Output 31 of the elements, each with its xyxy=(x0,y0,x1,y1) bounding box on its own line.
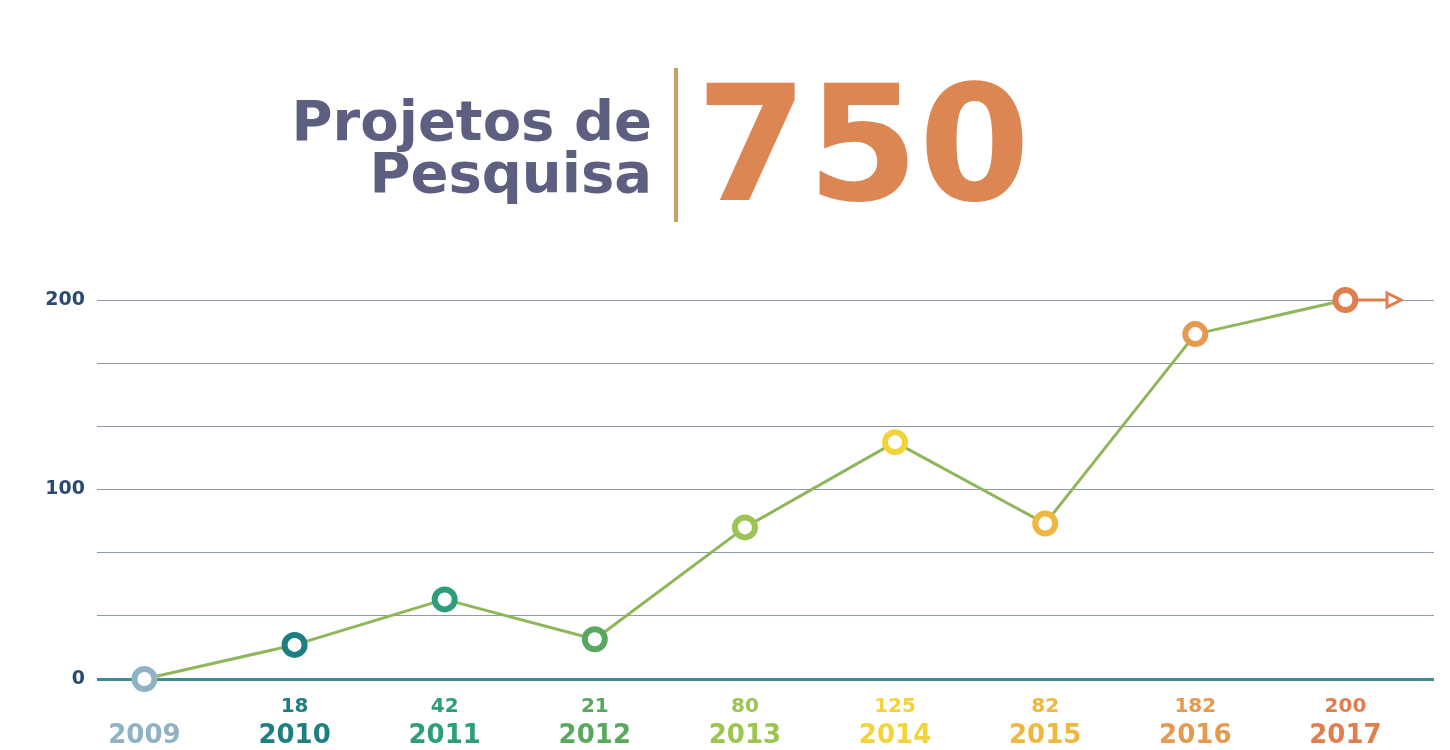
x-tick-label: 2015 xyxy=(1008,719,1082,750)
point xyxy=(1332,287,1359,313)
data-label: 80 xyxy=(731,693,759,718)
point xyxy=(431,586,458,613)
data-label: 182 xyxy=(1174,693,1217,718)
data-label: 18 xyxy=(280,693,309,718)
y-tick-label: 0 xyxy=(71,665,85,688)
chart-title: Projetos de Pesquisa xyxy=(290,88,652,205)
x-tick-label: 2009 xyxy=(108,719,181,750)
x-tick-label: 2014 xyxy=(858,719,932,750)
data-label: 21 xyxy=(580,693,609,718)
chart-subtitle: 750 xyxy=(696,51,1030,238)
data-label: 82 xyxy=(1031,693,1060,718)
point xyxy=(281,631,308,658)
data-label: 42 xyxy=(430,693,459,718)
point xyxy=(131,666,158,692)
x-tick-label: 2016 xyxy=(1159,719,1232,750)
data-label: 200 xyxy=(1324,693,1367,718)
point xyxy=(882,429,909,456)
point xyxy=(581,626,608,653)
x-tick-label: 2012 xyxy=(558,719,631,750)
point xyxy=(1032,510,1059,537)
x-tick-label: 2011 xyxy=(408,719,481,750)
x-tick-label: 2017 xyxy=(1309,719,1382,750)
x-tick-label: 2010 xyxy=(258,719,331,750)
y-tick-label: 100 xyxy=(45,476,85,499)
point xyxy=(1182,321,1209,348)
x-tick-label: 2013 xyxy=(708,719,782,750)
y-tick-label: 200 xyxy=(45,286,85,309)
data-label: 125 xyxy=(874,693,916,718)
point xyxy=(731,514,758,541)
